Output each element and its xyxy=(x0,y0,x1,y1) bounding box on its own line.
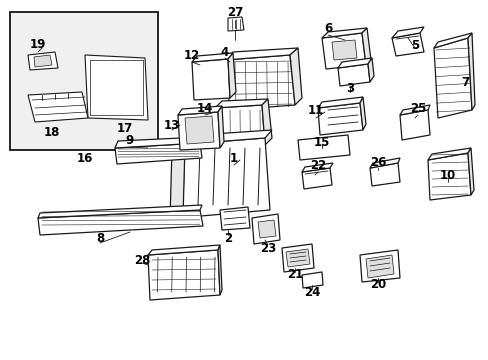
Text: 9: 9 xyxy=(125,134,134,147)
Polygon shape xyxy=(467,148,473,195)
Text: 14: 14 xyxy=(196,102,213,114)
Polygon shape xyxy=(427,148,470,160)
Text: 23: 23 xyxy=(259,242,276,255)
Polygon shape xyxy=(227,53,236,98)
Text: 3: 3 xyxy=(345,81,353,95)
Polygon shape xyxy=(28,92,88,122)
Polygon shape xyxy=(282,244,313,272)
Polygon shape xyxy=(38,205,202,218)
Text: 22: 22 xyxy=(309,158,325,171)
Polygon shape xyxy=(302,168,331,189)
Bar xyxy=(10,12,158,150)
Text: 18: 18 xyxy=(44,126,60,139)
Polygon shape xyxy=(115,143,202,164)
Polygon shape xyxy=(175,138,269,218)
Polygon shape xyxy=(148,245,220,255)
Text: 6: 6 xyxy=(323,22,331,35)
Polygon shape xyxy=(317,97,362,108)
Polygon shape xyxy=(359,97,365,130)
Polygon shape xyxy=(258,220,275,238)
Polygon shape xyxy=(302,163,332,172)
Polygon shape xyxy=(227,17,244,31)
Polygon shape xyxy=(399,110,429,140)
Polygon shape xyxy=(285,249,309,267)
Text: 20: 20 xyxy=(369,279,386,292)
Text: 2: 2 xyxy=(224,231,232,244)
Polygon shape xyxy=(220,207,249,230)
Text: 5: 5 xyxy=(410,39,418,51)
Polygon shape xyxy=(369,158,399,168)
Polygon shape xyxy=(218,245,222,295)
Polygon shape xyxy=(369,163,399,186)
Polygon shape xyxy=(192,59,229,100)
Polygon shape xyxy=(391,33,423,56)
Text: 16: 16 xyxy=(77,152,93,165)
Polygon shape xyxy=(365,255,393,278)
Polygon shape xyxy=(337,58,371,68)
Text: 26: 26 xyxy=(369,156,386,168)
Polygon shape xyxy=(367,58,373,82)
Text: 21: 21 xyxy=(286,269,303,282)
Polygon shape xyxy=(467,33,474,110)
Polygon shape xyxy=(433,38,471,118)
Polygon shape xyxy=(433,33,471,48)
Polygon shape xyxy=(215,105,264,148)
Text: 19: 19 xyxy=(30,37,46,50)
Text: 15: 15 xyxy=(313,135,329,149)
Polygon shape xyxy=(28,52,58,70)
Polygon shape xyxy=(262,99,271,145)
Text: 27: 27 xyxy=(226,5,243,18)
Text: 11: 11 xyxy=(307,104,324,117)
Text: 17: 17 xyxy=(117,122,133,135)
Text: 24: 24 xyxy=(303,285,320,298)
Polygon shape xyxy=(317,103,362,135)
Polygon shape xyxy=(331,40,356,60)
Polygon shape xyxy=(321,33,365,69)
Polygon shape xyxy=(359,250,399,282)
Text: 1: 1 xyxy=(229,152,238,165)
Polygon shape xyxy=(178,112,220,150)
Polygon shape xyxy=(218,106,224,148)
Polygon shape xyxy=(215,99,267,108)
Polygon shape xyxy=(224,48,297,60)
Text: 8: 8 xyxy=(96,231,104,244)
Polygon shape xyxy=(391,27,423,38)
Polygon shape xyxy=(175,130,271,145)
Text: 25: 25 xyxy=(409,102,426,114)
Polygon shape xyxy=(184,116,214,144)
Polygon shape xyxy=(321,28,366,38)
Polygon shape xyxy=(85,55,148,120)
Polygon shape xyxy=(289,48,302,105)
Text: 13: 13 xyxy=(163,118,180,131)
Polygon shape xyxy=(148,250,220,300)
Polygon shape xyxy=(115,137,202,148)
Text: 28: 28 xyxy=(134,253,150,266)
Polygon shape xyxy=(192,53,232,62)
Polygon shape xyxy=(427,153,470,200)
Text: 7: 7 xyxy=(460,76,468,89)
Polygon shape xyxy=(302,272,323,288)
Polygon shape xyxy=(38,210,203,235)
Polygon shape xyxy=(361,28,370,65)
Text: 10: 10 xyxy=(439,168,455,181)
Polygon shape xyxy=(178,106,222,115)
Polygon shape xyxy=(224,55,294,110)
Polygon shape xyxy=(337,64,369,86)
Polygon shape xyxy=(170,145,184,220)
Polygon shape xyxy=(399,105,429,115)
Text: 4: 4 xyxy=(221,45,229,59)
Polygon shape xyxy=(34,55,52,67)
Polygon shape xyxy=(297,135,349,160)
Text: 12: 12 xyxy=(183,49,200,62)
Polygon shape xyxy=(251,214,280,244)
